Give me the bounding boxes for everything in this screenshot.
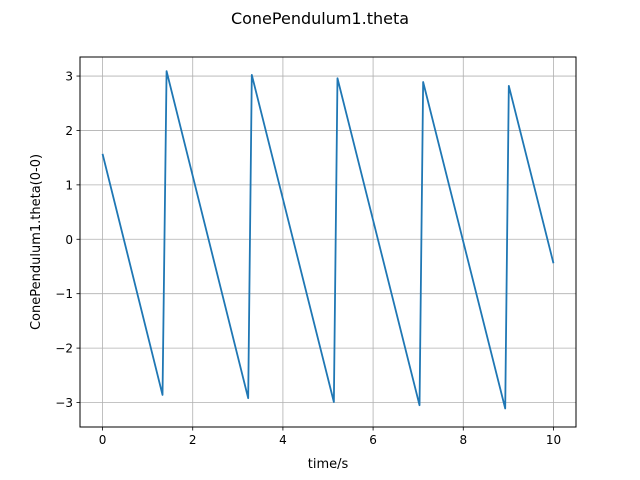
x-axis: 0 2 4 6 8 10 [99, 427, 561, 447]
y-tick-label: 3 [65, 70, 73, 84]
plot-frame [79, 56, 577, 428]
y-axis: −3 −2 −1 0 1 2 3 [55, 70, 80, 410]
x-tick-label: 8 [459, 433, 467, 447]
series-group [101, 70, 555, 410]
y-tick-label: −2 [55, 342, 73, 356]
x-axis-label: time/s [308, 457, 349, 472]
series-line [101, 70, 555, 410]
chart-title: ConePendulum1.theta [231, 9, 409, 28]
x-tick-label: 0 [99, 433, 107, 447]
y-axis-label: ConePendulum1.theta(0-0) [29, 154, 44, 330]
y-tick-label: −3 [55, 396, 73, 410]
y-tick-label: −1 [55, 287, 73, 301]
y-tick-label: 2 [65, 124, 73, 138]
y-tick-label: 0 [65, 233, 73, 247]
grid [80, 57, 576, 427]
x-tick-label: 6 [369, 433, 377, 447]
x-tick-label: 10 [546, 433, 561, 447]
x-tick-label: 2 [189, 433, 197, 447]
y-tick-label: 1 [65, 178, 73, 192]
x-tick-label: 4 [279, 433, 287, 447]
